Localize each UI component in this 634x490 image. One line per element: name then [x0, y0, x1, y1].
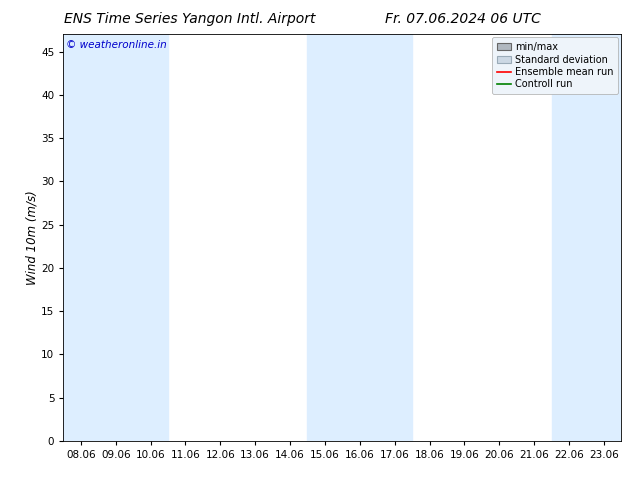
- Text: © weatheronline.in: © weatheronline.in: [66, 40, 167, 50]
- Text: ENS Time Series Yangon Intl. Airport: ENS Time Series Yangon Intl. Airport: [65, 12, 316, 26]
- Bar: [552, 34, 621, 441]
- Text: Fr. 07.06.2024 06 UTC: Fr. 07.06.2024 06 UTC: [385, 12, 541, 26]
- Bar: [63, 34, 168, 441]
- Bar: [307, 34, 412, 441]
- Legend: min/max, Standard deviation, Ensemble mean run, Controll run: min/max, Standard deviation, Ensemble me…: [492, 37, 618, 94]
- Y-axis label: Wind 10m (m/s): Wind 10m (m/s): [25, 190, 38, 285]
